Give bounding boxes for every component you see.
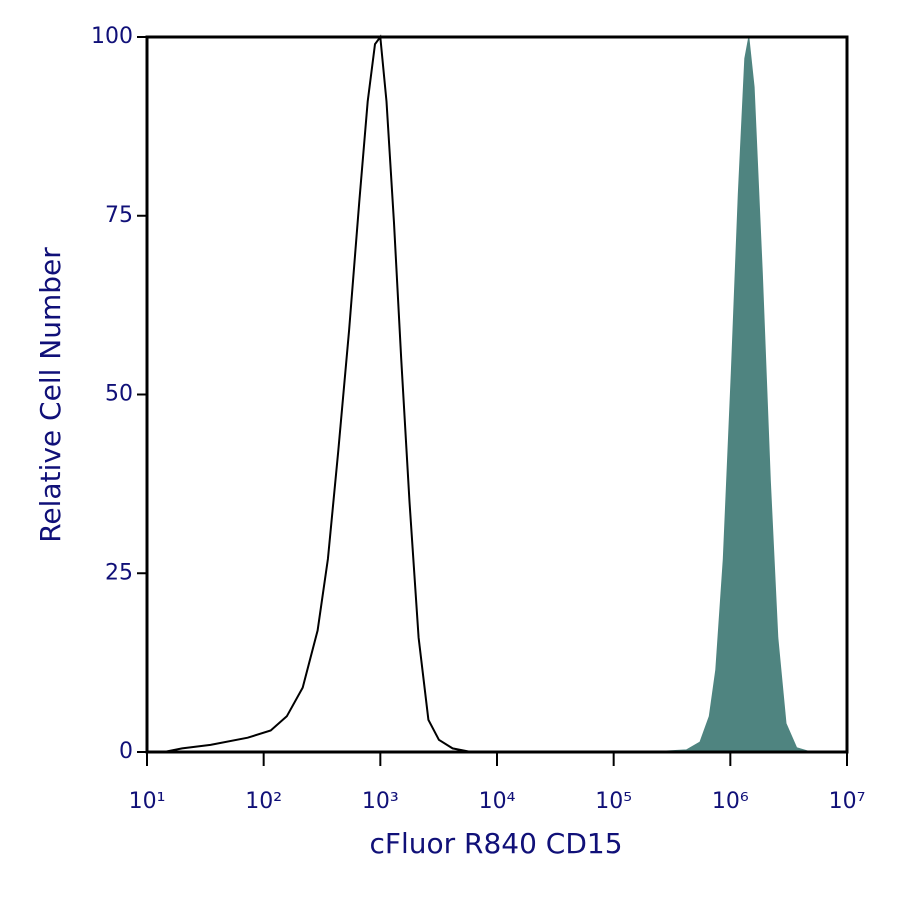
x-tick-label: 10⁷ <box>829 789 866 814</box>
x-tick-label: 10² <box>245 789 282 814</box>
x-tick-label: 10⁴ <box>479 789 516 814</box>
y-axis-title: Relative Cell Number <box>34 247 67 543</box>
y-tick-label: 100 <box>91 24 133 49</box>
area <box>648 36 812 753</box>
x-axis-title: cFluor R840 CD15 <box>369 827 622 860</box>
line <box>163 34 472 753</box>
y-tick-label: 25 <box>105 560 133 585</box>
x-tick-label: 10³ <box>362 789 399 814</box>
x-tick-label: 10⁶ <box>712 789 749 814</box>
y-tick-label: 0 <box>119 739 133 764</box>
y-tick-label: 50 <box>105 382 133 407</box>
y-tick-label: 75 <box>105 203 133 228</box>
x-tick-label: 10¹ <box>129 789 166 814</box>
x-tick-label: 10⁵ <box>595 789 632 814</box>
